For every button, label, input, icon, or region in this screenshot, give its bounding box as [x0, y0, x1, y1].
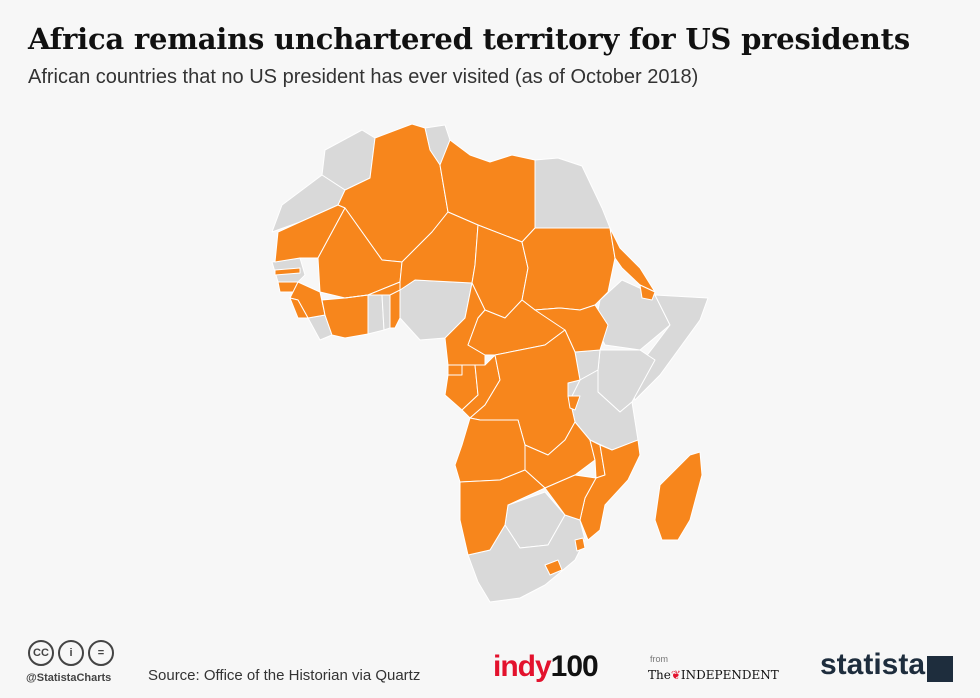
statista-handle: @StatistaCharts — [26, 672, 112, 684]
country-south-africa — [467, 514, 586, 603]
no-derivatives-icon: = — [88, 640, 114, 666]
country-zimbabwe — [544, 474, 597, 521]
country-gambia — [274, 267, 301, 276]
country-cote-divoire — [321, 294, 369, 339]
country-sierra-leone — [289, 297, 309, 319]
country-egypt — [534, 157, 611, 229]
source-note: Source: Office of the Historian via Quar… — [148, 667, 421, 684]
country-eswatini — [574, 537, 586, 552]
country-sudan — [521, 227, 616, 311]
country-equatorial-guinea — [447, 364, 463, 376]
license-icons: CC i = — [28, 640, 114, 666]
creative-commons-icon: CC — [28, 640, 54, 666]
country-benin — [389, 289, 401, 329]
country-burundi — [567, 395, 581, 411]
country-togo — [381, 294, 391, 331]
country-eritrea — [609, 227, 656, 293]
footer: CC i = @StatistaCharts Source: Office of… — [0, 630, 980, 698]
statista-logo: statista — [820, 648, 926, 681]
indy100-logo: indy100 — [493, 650, 599, 683]
country-djibouti — [639, 284, 656, 301]
chart-subtitle: African countries that no US president h… — [28, 66, 699, 88]
independent-eagle-icon: ❦ — [670, 668, 681, 682]
country-ghana — [367, 294, 385, 335]
statista-logo-icon — [927, 656, 953, 682]
chart-title: Africa remains unchartered territory for… — [28, 22, 910, 56]
attribution-icon: i — [58, 640, 84, 666]
country-namibia — [459, 469, 546, 556]
country-lesotho — [544, 559, 563, 576]
country-madagascar — [654, 451, 703, 541]
country-mauritania — [274, 204, 346, 263]
from-label: from — [650, 654, 668, 664]
country-angola — [454, 417, 526, 483]
the-independent-logo: The❦INDEPENDENT — [648, 668, 779, 682]
